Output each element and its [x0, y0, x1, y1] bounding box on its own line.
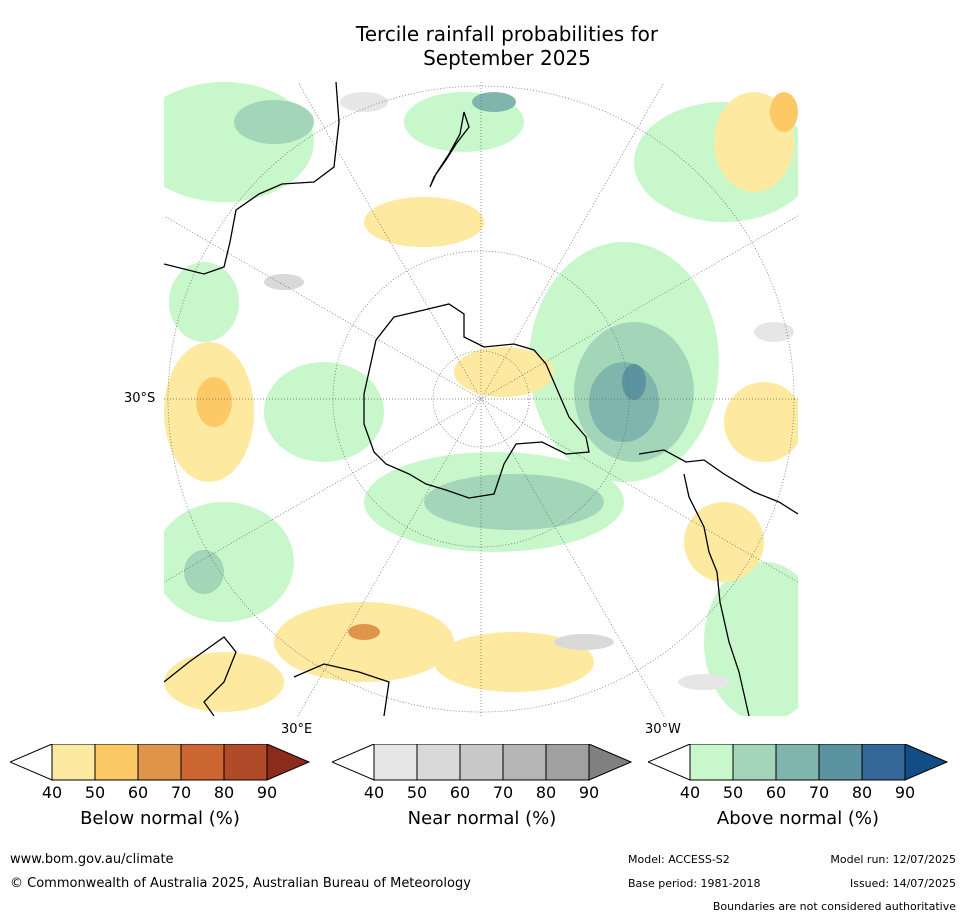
- tick-label: 80: [535, 783, 557, 802]
- colorbar-near-40-50: [373, 743, 418, 781]
- disclaimer-text: Boundaries are not considered authoritat…: [712, 900, 956, 913]
- tick-label: 90: [894, 783, 916, 802]
- colorbar-above-50-60: [732, 743, 777, 781]
- tick-label: 70: [492, 783, 514, 802]
- tick-label: 50: [406, 783, 428, 802]
- new-zealand-coastline: [429, 111, 470, 188]
- africa-coastline: [164, 636, 390, 716]
- colorbar-near-normal: [330, 743, 633, 785]
- colorbar-above-label: Above normal (%): [716, 808, 880, 829]
- polar-stereographic-map: [164, 82, 798, 716]
- colorbar-below-90-over: [266, 743, 311, 781]
- colorbar-below-label: Below normal (%): [80, 808, 240, 829]
- tick-label: 60: [449, 783, 471, 802]
- colorbar-below-40-under: [8, 743, 53, 781]
- field-above-40: [169, 262, 239, 342]
- tick-label: 40: [363, 783, 385, 802]
- field-below-50: [770, 92, 798, 132]
- colorbar-near-70-80: [502, 743, 547, 781]
- tick-label: 40: [679, 783, 701, 802]
- colorbar-near-80-90: [545, 743, 590, 781]
- field-above-70: [622, 364, 646, 400]
- colorbar-below-60-70: [137, 743, 182, 781]
- colorbar-below-80-90: [223, 743, 268, 781]
- colorbar-above-40-under: [646, 743, 691, 781]
- colorbar-near-60-70: [459, 743, 504, 781]
- colorbar-near-label: Near normal (%): [407, 808, 557, 829]
- colorbar-near-normal-svg: [330, 743, 633, 781]
- tick-label: 80: [213, 783, 235, 802]
- antarctica-coastline: [363, 303, 590, 499]
- tick-label: 40: [41, 783, 63, 802]
- colorbar-below-70-80: [180, 743, 225, 781]
- website-link[interactable]: www.bom.gov.au/climate: [10, 852, 174, 867]
- colorbar-near-50-60: [416, 743, 461, 781]
- tick-label: 70: [808, 783, 830, 802]
- field-below-40: [274, 602, 454, 682]
- colorbar-below-50-60: [94, 743, 139, 781]
- colorbar-above-60-70: [775, 743, 820, 781]
- base-period-text: Base period: 1981-2018: [628, 877, 761, 890]
- tick-label: 60: [127, 783, 149, 802]
- colorbar-above-90-over: [904, 743, 949, 781]
- field-near-40: [754, 322, 794, 342]
- issued-text: Issued: 14/07/2025: [849, 877, 956, 890]
- field-above-50: [424, 474, 604, 530]
- field-above-40: [704, 562, 798, 716]
- title-line-2: September 2025: [423, 46, 591, 70]
- colorbar-above-normal-svg: [646, 743, 949, 781]
- map-svg: [164, 82, 798, 716]
- tick-label: 60: [765, 783, 787, 802]
- tick-label: 50: [84, 783, 106, 802]
- field-below-60: [348, 624, 380, 640]
- model-run-text: Model run: 12/07/2025: [830, 853, 956, 866]
- field-above-40: [264, 362, 384, 462]
- field-above-60: [472, 92, 516, 112]
- copyright-text: © Commonwealth of Australia 2025, Austra…: [10, 876, 471, 891]
- colorbar-below-normal-svg: [8, 743, 311, 781]
- field-near-50: [554, 634, 614, 650]
- tick-label: 90: [256, 783, 278, 802]
- south-america-coastline: [638, 449, 798, 716]
- colorbar-above-80-90: [861, 743, 906, 781]
- colorbar-below-normal: [8, 743, 311, 785]
- field-below-40: [434, 632, 594, 692]
- australia-coastline: [164, 82, 340, 275]
- longitude-label-30w: 30°W: [645, 722, 681, 737]
- model-text: Model: ACCESS-S2: [628, 853, 730, 866]
- field-below-40: [364, 197, 484, 247]
- colorbar-above-70-80: [818, 743, 863, 781]
- colorbar-above-normal: [646, 743, 949, 785]
- map-title: Tercile rainfall probabilities for Septe…: [0, 22, 965, 70]
- graticule: [164, 82, 798, 716]
- field-near-50: [264, 274, 304, 290]
- probability-field: [164, 82, 798, 716]
- field-below-50: [196, 377, 232, 427]
- colorbar-near-90-over: [588, 743, 633, 781]
- field-above-50: [234, 100, 314, 144]
- tick-label: 80: [851, 783, 873, 802]
- field-below-40: [724, 382, 798, 462]
- colorbar-below-40-50: [51, 743, 96, 781]
- tick-label: 50: [722, 783, 744, 802]
- field-near-40: [678, 674, 730, 690]
- longitude-label-30e: 30°E: [281, 722, 313, 737]
- latitude-label-30s: 30°S: [124, 391, 156, 406]
- tick-label: 70: [170, 783, 192, 802]
- colorbar-above-40-50: [689, 743, 734, 781]
- field-below-40: [684, 502, 764, 582]
- colorbar-near-40-under: [330, 743, 375, 781]
- field-above-50: [184, 550, 224, 594]
- field-near-40: [340, 92, 388, 112]
- field-below-40: [454, 347, 554, 397]
- title-line-1: Tercile rainfall probabilities for: [355, 22, 659, 46]
- tick-label: 90: [578, 783, 600, 802]
